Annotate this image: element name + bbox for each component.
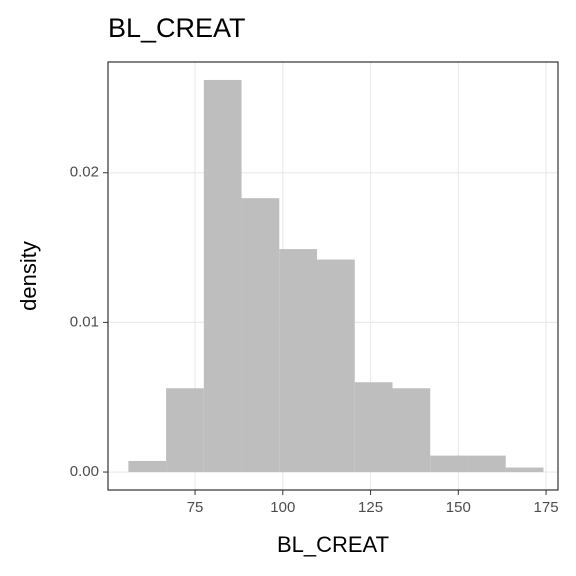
x-tick-label: 100 — [270, 499, 295, 516]
x-tick-label: 125 — [358, 499, 383, 516]
bar — [279, 249, 318, 473]
y-tick-label: 0.01 — [70, 313, 99, 330]
y-tick-label: 0.02 — [70, 164, 99, 181]
bar — [354, 382, 393, 473]
bar — [430, 455, 468, 473]
chart-title: BL_CREAT — [108, 13, 246, 43]
bar — [317, 259, 355, 473]
x-axis-label: BL_CREAT — [277, 532, 389, 557]
bar — [166, 388, 204, 473]
bar — [392, 388, 431, 473]
x-tick-label: 175 — [534, 499, 559, 516]
bar — [505, 467, 544, 473]
bar — [203, 79, 242, 473]
y-tick-label: 0.00 — [70, 463, 99, 480]
panel-border — [107, 61, 559, 491]
bar — [128, 460, 167, 473]
y-axis-label: density — [16, 241, 41, 311]
x-tick-label: 75 — [187, 499, 204, 516]
bar — [467, 455, 506, 473]
x-tick-label: 150 — [446, 499, 471, 516]
bar — [241, 198, 280, 473]
